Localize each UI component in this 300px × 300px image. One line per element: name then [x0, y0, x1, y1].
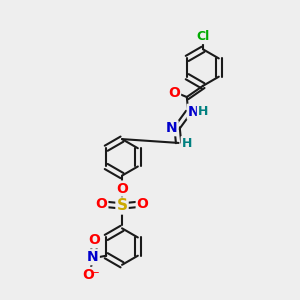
Text: O: O [95, 197, 107, 212]
Text: O: O [137, 197, 148, 212]
Text: O: O [116, 182, 128, 196]
Text: N: N [166, 121, 178, 135]
Text: S: S [116, 198, 128, 213]
Text: Cl: Cl [196, 30, 210, 43]
Text: O: O [88, 233, 101, 248]
Text: H: H [198, 105, 208, 118]
Text: N: N [87, 250, 99, 264]
Text: H: H [182, 137, 192, 150]
Text: N: N [188, 105, 200, 119]
Text: O: O [82, 268, 94, 282]
Text: ⁻: ⁻ [92, 269, 98, 282]
Text: O: O [168, 85, 180, 100]
